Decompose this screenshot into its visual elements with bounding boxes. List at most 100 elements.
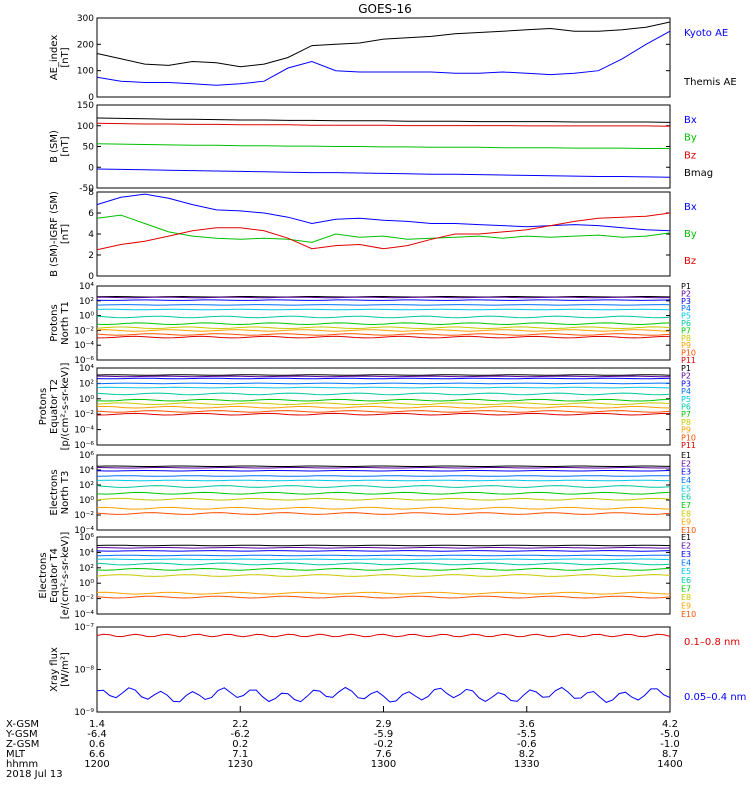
- y-tick-label: 100: [77, 67, 94, 77]
- y-tick-label: 10⁻²: [74, 511, 94, 521]
- channel-line-ee-E5: [96, 558, 671, 561]
- legend-label-ee-E4: E4: [681, 559, 691, 568]
- legend-label-en-E6: E6: [681, 493, 691, 502]
- y-axis-title-ee: Electrons: [38, 552, 49, 598]
- channel-line-en-E7: [96, 491, 671, 495]
- x-tick-label: 8.2: [519, 749, 535, 760]
- x-tick-label: 1330: [514, 759, 539, 770]
- legend-label-pn-P6: P6: [681, 319, 691, 328]
- x-tick-label: 1200: [84, 759, 109, 770]
- legend-label-pe-P4: P4: [681, 387, 691, 396]
- y-axis-title-bigrf: B (SM)-IGRF (SM): [49, 191, 60, 277]
- y-tick-label: 10⁴: [79, 466, 94, 476]
- x-tick-label: 7.1: [232, 749, 248, 760]
- legend-label-pe-P11: P11: [681, 441, 696, 450]
- y-axis-title-ee: Equator T4: [49, 548, 60, 603]
- legend-label-pe-P8: P8: [681, 418, 691, 427]
- legend-label-pe-P2: P2: [681, 372, 691, 381]
- y-tick-label: 10²: [79, 379, 94, 389]
- legend-label-xray-1: 0.05–0.4 nm: [684, 692, 746, 703]
- y-tick-label: 10⁰: [79, 579, 94, 589]
- y-tick-label: 10⁴: [79, 282, 94, 292]
- channel-line-ee-E8: [96, 574, 671, 577]
- channel-line-pn-P5: [96, 308, 671, 311]
- y-tick-label: 2: [88, 251, 94, 261]
- legend-label-ae-0: Kyoto AE: [684, 28, 728, 39]
- legend-label-bsm-0: Bx: [684, 115, 697, 126]
- x-row-label: Z-GSM: [6, 739, 39, 750]
- channel-line-pe-P4: [96, 382, 671, 385]
- y-tick-label: 10⁻²: [74, 595, 94, 605]
- y-axis-title-pe: [p/(cm²-s-sr-keV)]: [60, 363, 71, 451]
- legend-label-bigrf-2: Bz: [684, 256, 696, 267]
- series-line-bigrf-bx: [96, 193, 671, 232]
- legend-label-pn-P2: P2: [681, 289, 691, 298]
- y-axis-title-pe: Equator T2: [49, 379, 60, 434]
- y-axis-title-bsm: [nT]: [60, 136, 71, 156]
- series-line-xray-0: [96, 633, 671, 638]
- x-tick-label: 1230: [228, 759, 253, 770]
- y-tick-label: 10⁶: [79, 451, 94, 461]
- legend-label-pe-P7: P7: [681, 410, 691, 419]
- legend-label-en-E7: E7: [681, 501, 691, 510]
- y-tick-label: 10⁻⁸: [74, 666, 94, 676]
- legend-label-bsm-3: Bmag: [684, 168, 713, 179]
- x-tick-label: -1.0: [660, 739, 680, 750]
- y-tick-label: 10²: [79, 481, 94, 491]
- y-axis-title-en: North T3: [60, 471, 71, 515]
- x-tick-label: 1400: [657, 759, 682, 770]
- y-tick-label: 10⁻⁴: [74, 426, 94, 436]
- channel-line-pn-P7: [96, 322, 671, 326]
- y-tick-label: 10⁻⁴: [74, 526, 94, 536]
- channel-line-en-E2: [96, 467, 670, 469]
- x-tick-label: 4.2: [662, 719, 678, 730]
- y-axis-title-xray: Xray flux: [49, 647, 60, 692]
- channel-line-en-E6: [96, 485, 671, 488]
- x-row-label: X-GSM: [6, 719, 39, 730]
- y-tick-label: 0: [88, 163, 94, 173]
- y-tick-label: 10⁴: [79, 364, 94, 374]
- x-tick-label: 0.6: [89, 739, 105, 750]
- x-tick-label: -0.6: [517, 739, 537, 750]
- series-line-bsm-bz: [96, 122, 671, 127]
- x-tick-label: 2.2: [232, 719, 248, 730]
- x-row-label: MLT: [6, 749, 26, 760]
- y-tick-label: 10²: [79, 297, 94, 307]
- y-tick-label: 6: [88, 209, 94, 219]
- y-tick-label: 300: [77, 14, 94, 24]
- legend-label-ee-E5: E5: [681, 567, 691, 576]
- legend-label-pn-P9: P9: [681, 341, 691, 350]
- y-tick-label: 10⁻⁹: [74, 708, 94, 718]
- y-tick-label: 10⁻⁶: [74, 356, 94, 366]
- y-tick-label: 10⁻²: [74, 410, 94, 420]
- channel-line-ee-E2: [96, 546, 671, 549]
- y-tick-label: 4: [88, 230, 94, 240]
- y-tick-label: 10²: [79, 564, 94, 574]
- series-line-bsm-by: [96, 143, 670, 149]
- channel-line-pe-P9: [96, 405, 671, 409]
- x-tick-label: 8.7: [662, 749, 678, 760]
- x-tick-label: 7.6: [376, 749, 392, 760]
- y-axis-title-pn: North T1: [60, 301, 71, 345]
- legend-label-ee-E8: E8: [681, 593, 691, 602]
- series-line-xray-1: [96, 686, 671, 703]
- legend-label-pe-P10: P10: [681, 433, 696, 442]
- legend-label-en-E8: E8: [681, 509, 691, 518]
- series-line-ae-themis-ae: [96, 21, 671, 68]
- legend-label-ae-1: Themis AE: [683, 77, 737, 88]
- y-tick-label: 10⁻⁶: [74, 441, 94, 451]
- x-row-label: Y-GSM: [5, 729, 38, 740]
- y-tick-label: 10⁰: [79, 395, 94, 405]
- channel-line-pe-P10: [96, 410, 671, 413]
- channel-line-pn-P1: [96, 295, 671, 298]
- y-tick-label: 8: [88, 188, 94, 198]
- legend-label-bigrf-0: Bx: [684, 202, 697, 213]
- channel-line-pn-P11: [96, 335, 671, 339]
- x-tick-label: -6.2: [230, 729, 250, 740]
- legend-label-bsm-2: Bz: [684, 150, 696, 161]
- channel-line-pe-P2: [96, 375, 671, 378]
- y-axis-title-ee: [e/(cm²-s-sr-keV)]: [60, 532, 71, 620]
- channel-line-en-E1: [96, 465, 671, 467]
- y-tick-label: 10⁰: [79, 312, 94, 322]
